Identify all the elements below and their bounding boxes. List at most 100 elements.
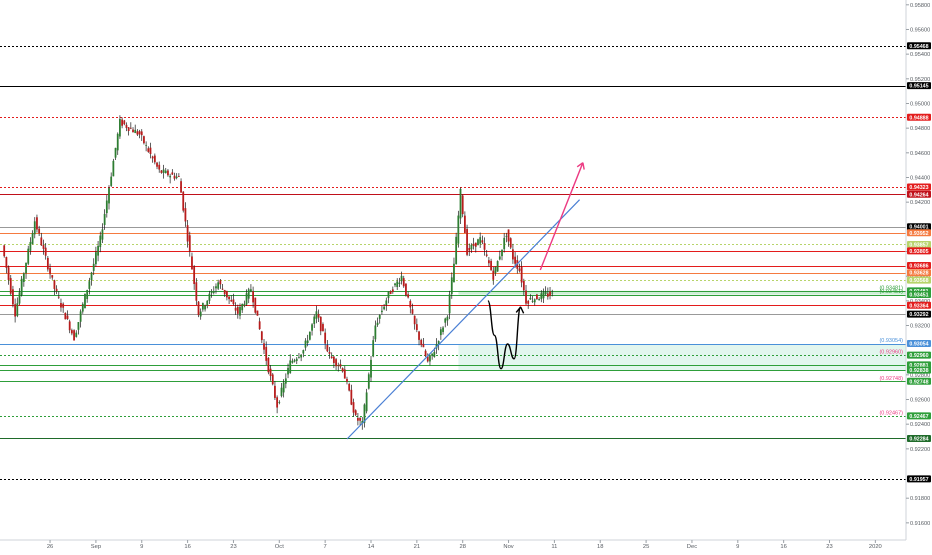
candle-body [92, 263, 95, 271]
candle-body [27, 248, 30, 264]
candle-body [459, 188, 462, 219]
candle-body [509, 238, 512, 248]
candle-body [536, 294, 538, 299]
candle-body [75, 332, 78, 337]
level-label-5: (0.92467) [879, 410, 903, 416]
candle-body [330, 356, 333, 359]
price-badge: 0.93292 [909, 312, 928, 318]
candle-body [426, 356, 429, 362]
level-label-4: (0.92748) [879, 376, 903, 382]
candle-body [365, 392, 368, 412]
candle-body [25, 262, 27, 274]
candle-body [306, 340, 309, 344]
candle-body [197, 301, 200, 316]
candle-body [149, 147, 152, 154]
candle-body [376, 322, 379, 326]
candle-body [472, 243, 475, 246]
candle-body [483, 243, 486, 250]
candle-body [199, 311, 202, 317]
candle-body [367, 374, 370, 389]
candle-body [546, 293, 549, 297]
candle-body [66, 315, 69, 319]
price-tick-label: 0.94600 [910, 151, 930, 157]
price-badge: 0.92960 [909, 353, 928, 359]
candle-body [36, 217, 38, 230]
candle-body [151, 156, 154, 159]
candle-body [95, 252, 97, 265]
candle-body [108, 188, 110, 204]
price-tick-label: 0.92400 [910, 422, 930, 428]
forecast-path-0[interactable] [487, 300, 522, 370]
price-badge: 0.94888 [909, 115, 928, 121]
candle-body [381, 310, 383, 313]
candle-body [208, 293, 211, 301]
candle-body [350, 389, 353, 405]
candle-body [73, 330, 75, 341]
candle-body [33, 221, 36, 235]
candle-body [271, 374, 274, 385]
price-badge: 0.93054 [909, 342, 928, 348]
candle-body [514, 256, 516, 264]
candle-body [123, 120, 126, 125]
level-layer [0, 46, 906, 480]
candle-body [479, 237, 482, 244]
candle-body [169, 175, 172, 178]
candle-body [551, 292, 554, 294]
candle-body [53, 280, 56, 289]
candle-body [413, 315, 416, 325]
candle-body [86, 289, 89, 300]
candle-body [127, 127, 130, 131]
candle-body [14, 304, 17, 317]
candle-body [250, 289, 252, 292]
candle-body [40, 237, 43, 246]
candle-body [359, 417, 361, 421]
candle-body [492, 270, 495, 280]
candle-body [525, 290, 527, 304]
candle-body [420, 339, 423, 346]
price-badge-bg [907, 434, 931, 442]
candle-body [145, 144, 148, 146]
candle-body [446, 316, 449, 321]
forecast-path-1[interactable] [539, 162, 584, 271]
candle-body [505, 235, 508, 237]
price-tick-label: 0.95200 [910, 77, 930, 83]
time-tick-label: 16 [184, 544, 190, 550]
candle-body [243, 303, 246, 306]
price-badge-bg [907, 291, 931, 299]
candle-body [409, 301, 412, 308]
candle-body [396, 281, 399, 287]
candle-body [247, 289, 250, 299]
candle-body [470, 244, 473, 250]
candle-body [276, 397, 279, 408]
candle-body [90, 272, 93, 281]
candle-body [79, 311, 82, 322]
candle-body [387, 291, 390, 299]
trendline[interactable] [346, 199, 581, 440]
zone-1 [458, 344, 906, 371]
candle-body [291, 360, 294, 363]
candle-body [193, 266, 196, 284]
candle-body [389, 291, 392, 294]
candle-body [429, 355, 431, 362]
candle-body [230, 299, 233, 302]
price-badge: 0.93628 [909, 271, 928, 277]
candle-body [332, 356, 335, 363]
time-tick-label: Nov [503, 544, 513, 550]
candle-body [418, 331, 420, 340]
candle-body [97, 245, 99, 256]
candle-body [280, 387, 283, 397]
price-badge: 0.92748 [909, 379, 928, 385]
candle-body [405, 283, 407, 296]
forecast-arrowhead-1 [576, 162, 585, 170]
candle-body [175, 176, 178, 179]
candle-body [274, 385, 276, 398]
price-badge: 0.93857 [909, 242, 928, 248]
price-tick-label: 0.91600 [910, 521, 930, 527]
price-tick-label: 0.94400 [910, 175, 930, 181]
candle-body [361, 420, 364, 424]
candle-body [153, 155, 156, 163]
candle-body [463, 215, 466, 233]
candle-body [164, 170, 167, 174]
